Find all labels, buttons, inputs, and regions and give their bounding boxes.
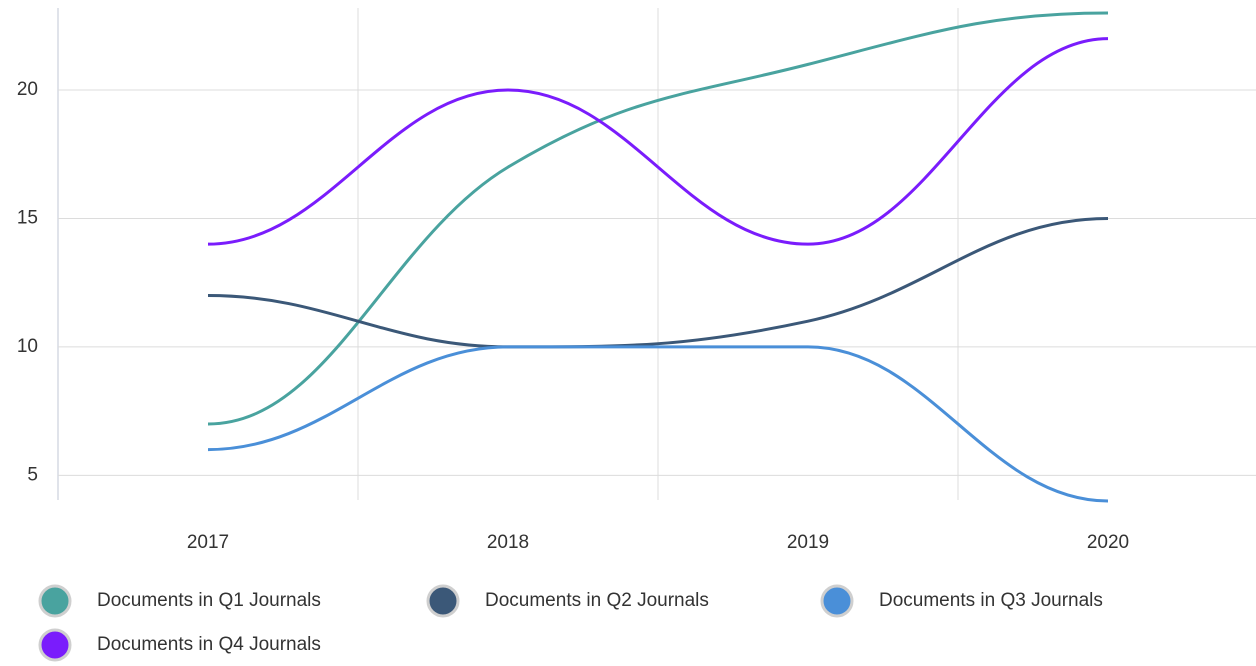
legend-label[interactable]: Documents in Q1 Journals [97, 590, 321, 611]
y-tick-label: 5 [27, 464, 38, 485]
y-tick-label: 20 [17, 79, 38, 100]
y-tick-label: 15 [17, 207, 38, 228]
x-tick-label: 2020 [1087, 532, 1129, 553]
legend-marker[interactable] [426, 584, 460, 618]
legend-label[interactable]: Documents in Q4 Journals [97, 634, 321, 655]
x-tick-label: 2018 [487, 532, 529, 553]
x-tick-label: 2019 [787, 532, 829, 553]
legend-label[interactable]: Documents in Q3 Journals [879, 590, 1103, 611]
series-line [207, 11, 1109, 426]
legend-marker[interactable] [820, 584, 854, 618]
series-line [207, 345, 1109, 503]
x-tick-label: 2017 [187, 532, 229, 553]
legend-marker[interactable] [38, 628, 72, 662]
series-line [207, 216, 1109, 349]
legend-marker[interactable] [38, 584, 72, 618]
legend-label[interactable]: Documents in Q2 Journals [485, 590, 709, 611]
y-tick-label: 10 [17, 336, 38, 357]
series-line [207, 37, 1109, 246]
